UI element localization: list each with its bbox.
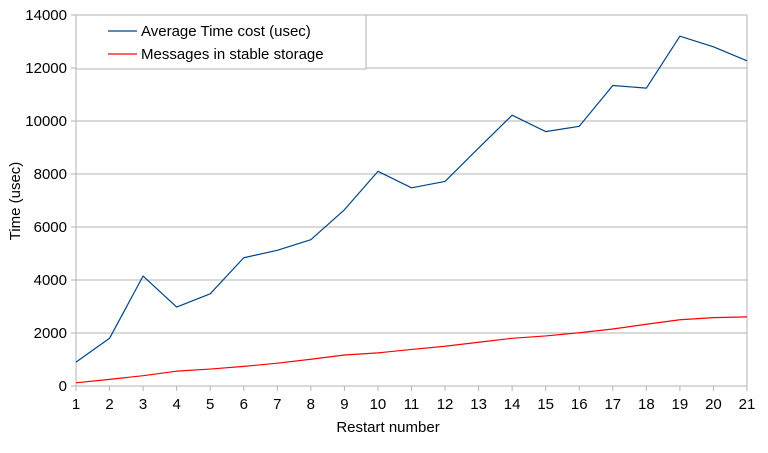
x-tick-label: 11 [404,396,420,413]
legend: Average Time cost (usec) Messages in stab… [76,15,366,69]
x-tick-label: 8 [307,396,315,413]
x-tick-label: 21 [739,396,756,413]
series-lines [76,36,747,383]
x-tick-label: 16 [571,396,588,413]
x-tick-label: 20 [705,396,722,413]
axes [71,15,747,391]
x-tick-label: 1 [72,396,80,413]
y-tick-label: 14000 [25,7,67,24]
x-tick-label: 5 [206,396,214,413]
x-tick-label: 7 [273,396,281,413]
x-tick-label: 19 [672,396,689,413]
y-tick-label: 2000 [34,325,67,342]
x-axis-title: Restart number [336,419,439,436]
y-tick-label: 8000 [34,166,67,183]
y-axis-title: Time (usec) [7,162,24,241]
series-line-2 [76,317,747,383]
x-tick-label: 18 [638,396,655,413]
y-tick-label: 12000 [25,60,67,77]
y-tick-label: 4000 [34,272,67,289]
x-tick-label: 13 [470,396,487,413]
x-tick-label: 15 [537,396,554,413]
x-tick-label: 6 [240,396,248,413]
x-tick-label: 14 [504,396,521,413]
y-tick-label: 10000 [25,113,67,130]
x-tick-label: 12 [437,396,454,413]
legend-label-2: Messages in stable storage [141,46,324,63]
x-tick-label: 9 [340,396,348,413]
legend-label-1: Average Time cost (usec) [141,23,311,40]
y-tick-label: 6000 [34,219,67,236]
x-tick-label: 10 [370,396,387,413]
x-tick-label: 3 [139,396,147,413]
series-line-1 [76,36,747,362]
y-tick-label: 0 [59,378,67,395]
x-tick-label: 2 [105,396,113,413]
x-tick-label: 17 [604,396,621,413]
x-tick-label: 4 [172,396,180,413]
gridlines [76,15,747,386]
